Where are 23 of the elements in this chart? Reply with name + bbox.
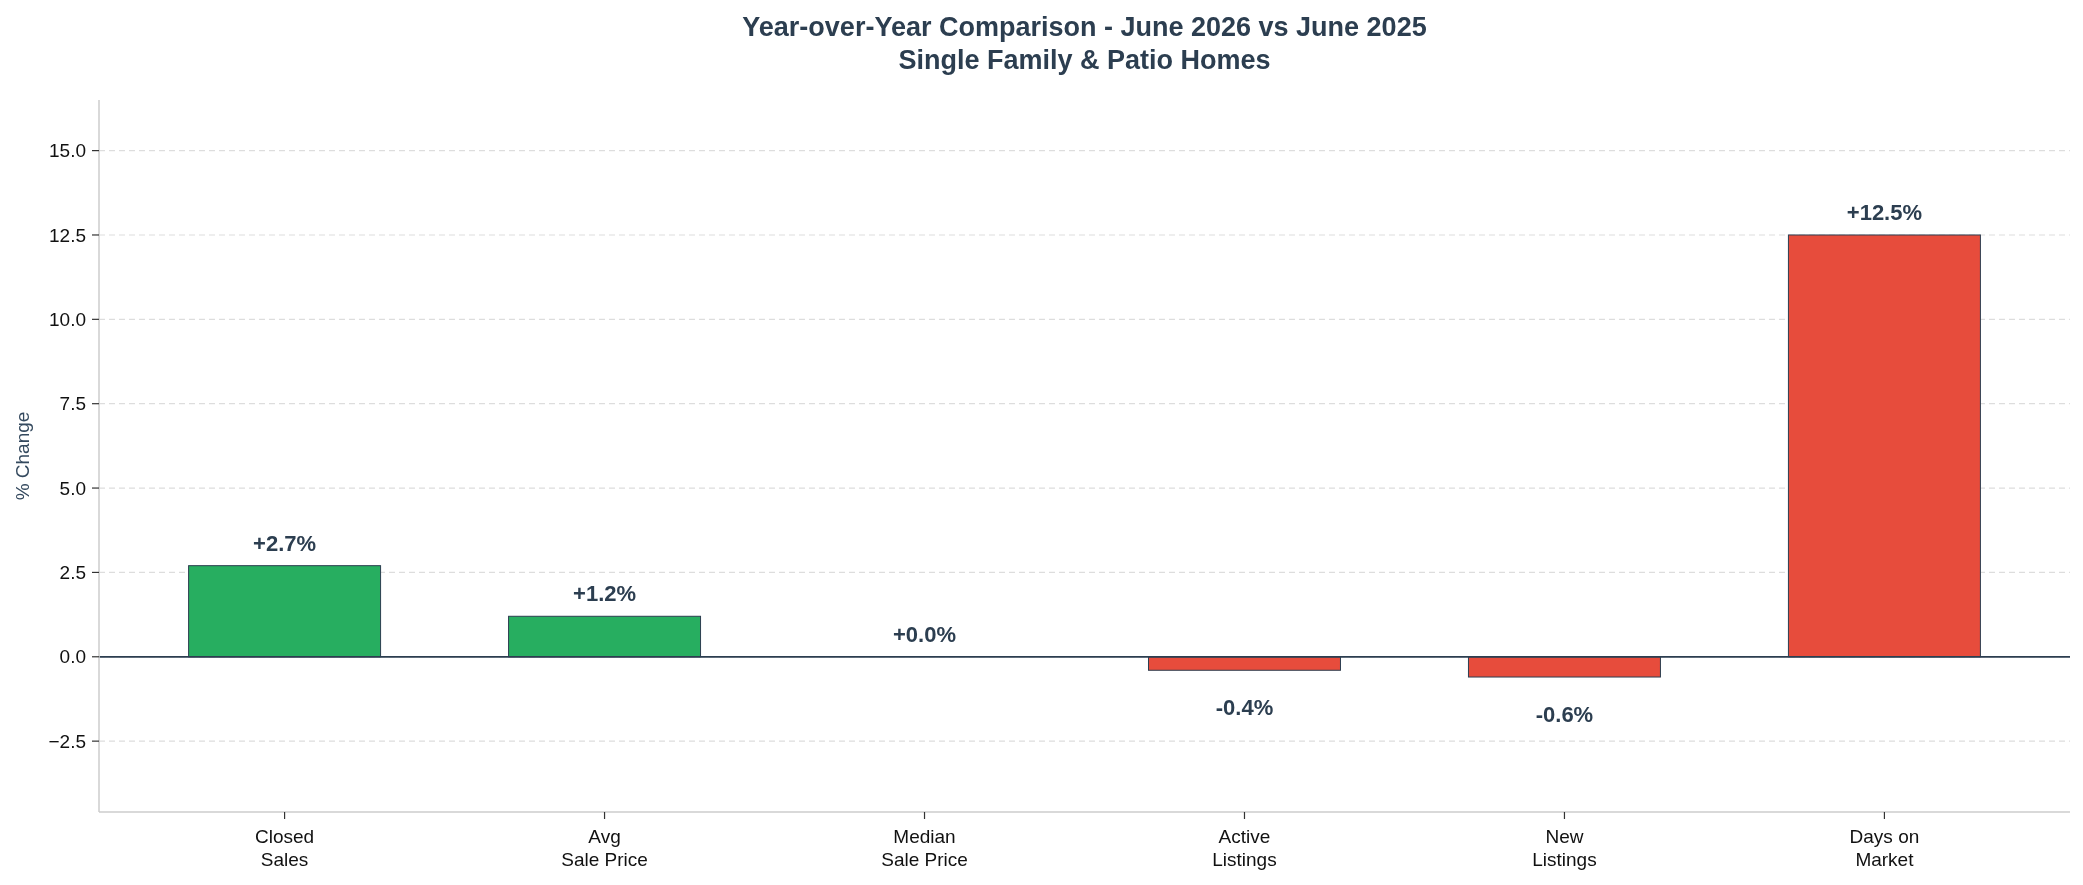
y-tick-label: 12.5 [49,224,86,246]
x-tick-label: Closed Sales [255,826,315,870]
y-tick-label: 2.5 [59,562,86,584]
x-tick-label: Active Listings [1212,826,1277,870]
x-tick-label: Median Sale Price [881,826,968,870]
data-label: +12.5% [1846,199,1923,225]
data-label: -0.4% [1215,695,1274,721]
chart-subtitle: Single Family & Patio Homes [898,45,1271,75]
y-tick-label: −2.5 [48,730,86,752]
y-tick-label: 0.0 [59,646,86,668]
data-label: +0.0% [893,621,957,647]
y-tick-label: 15.0 [49,140,86,162]
y-tick-label: 5.0 [59,477,86,499]
x-tick-label: New Listings [1532,826,1597,870]
data-label: +2.7% [253,530,317,556]
x-tick-label: Days on Market [1849,826,1920,870]
data-label: -0.6% [1535,702,1594,728]
y-tick-label: 7.5 [59,393,86,415]
data-label: +1.2% [573,581,637,607]
y-tick-label: 10.0 [49,308,86,330]
chart-title: Year-over-Year Comparison - June 2026 vs June 2025 [742,12,1427,42]
x-tick-label: Avg Sale Price [561,826,648,870]
y-axis-title: % Change [12,411,33,501]
